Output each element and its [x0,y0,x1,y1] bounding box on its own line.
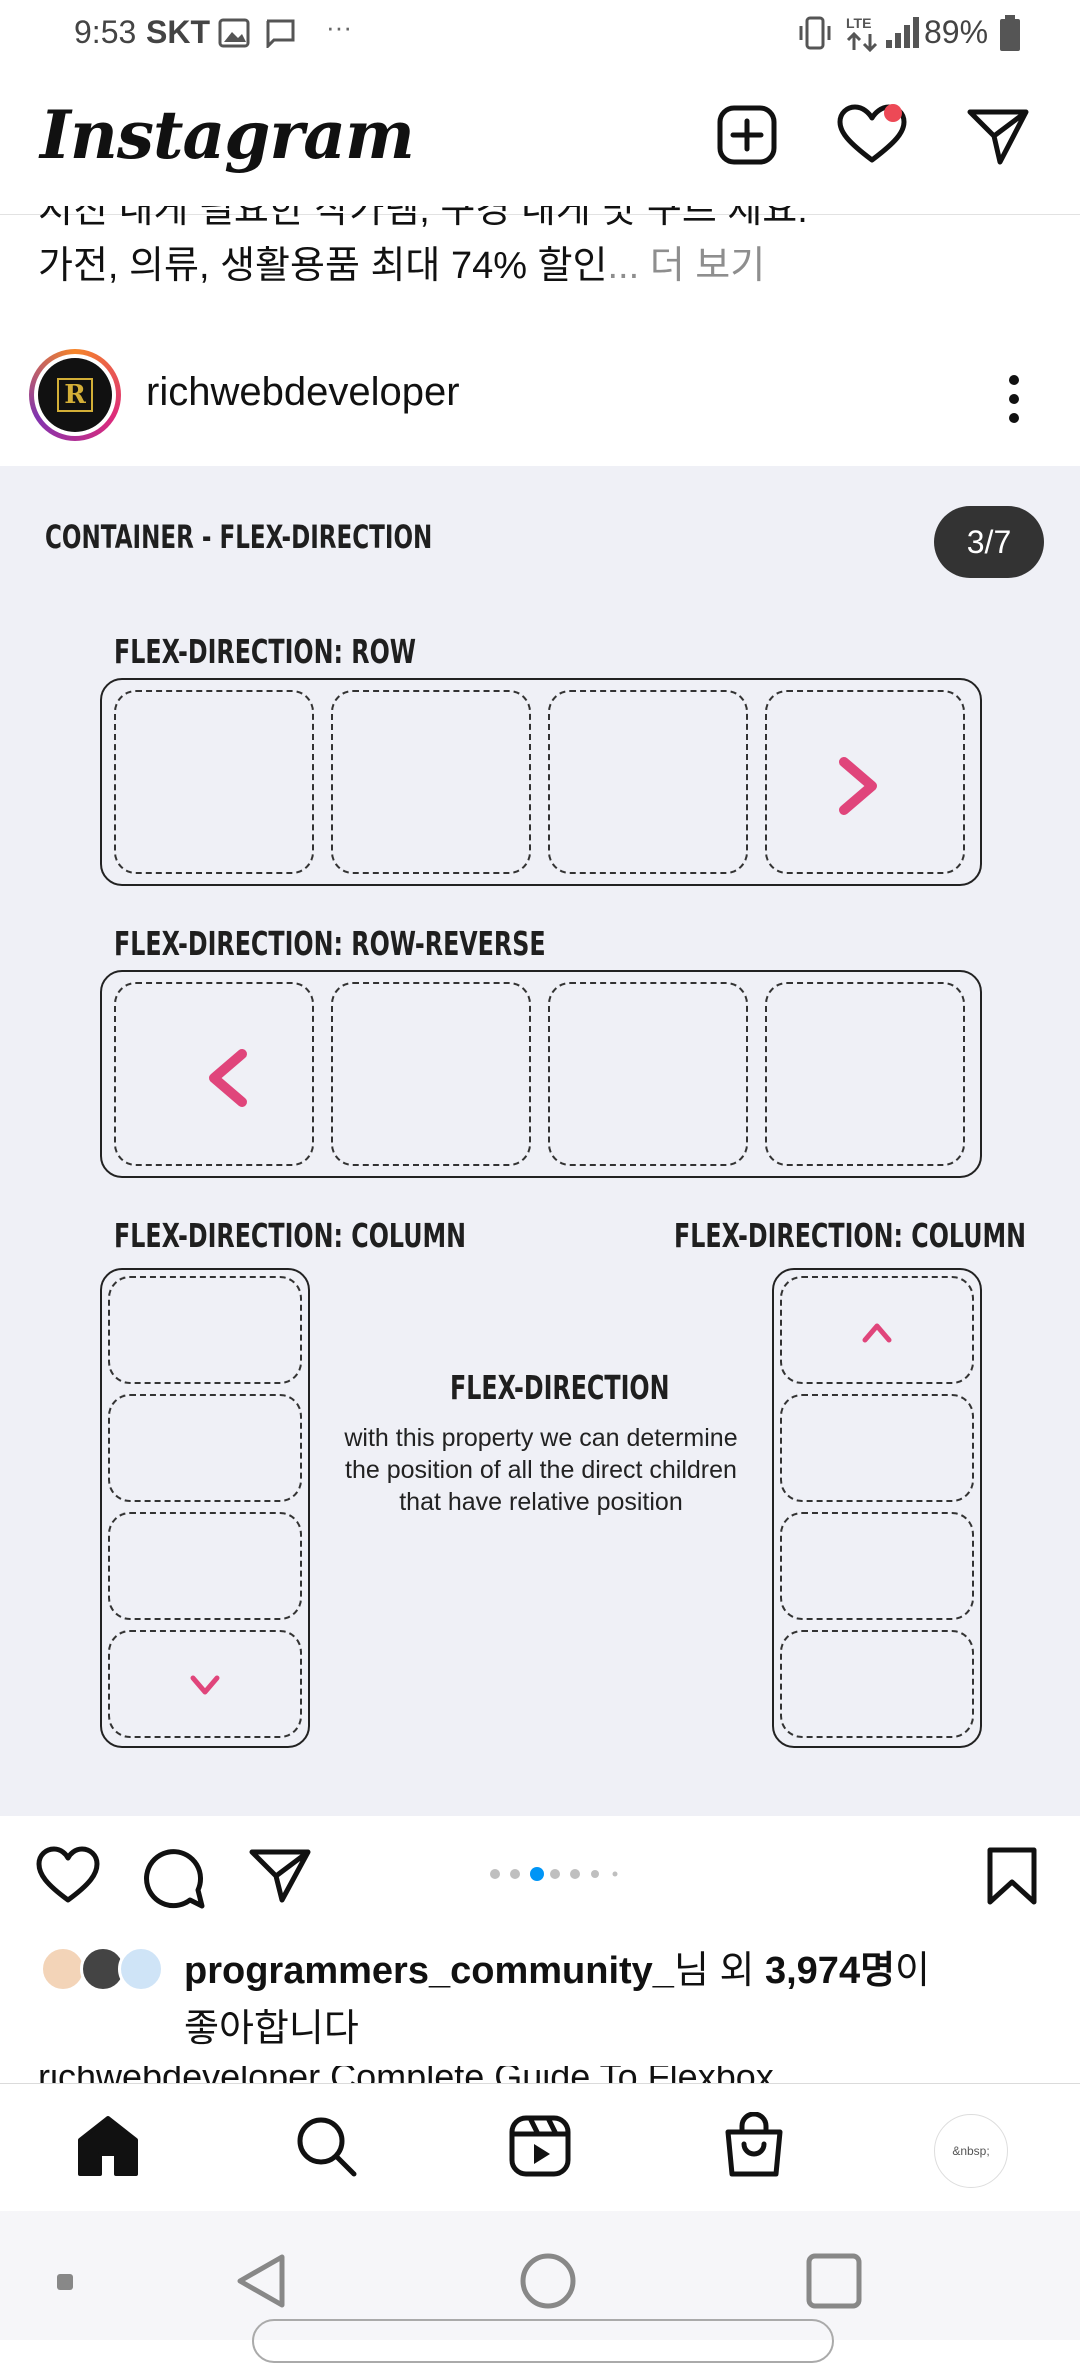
avatar[interactable]: R [29,349,121,441]
home-icon[interactable] [76,2114,140,2178]
post-image-slide[interactable]: CONTAINER - FLEX-DIRECTION 3/7 FLEX-DIRE… [0,466,1080,1816]
likes-suffix: 님 외 [673,1950,765,1992]
system-dot-icon [57,2274,73,2290]
battery-percent: 89% [924,14,989,50]
slide-counter: 3/7 [934,506,1044,578]
column-up-arrow-icon [862,1323,892,1695]
likes-count: 3,974명 [764,1950,896,1992]
status-carrier: SKT [146,14,210,50]
liker-avatar[interactable] [118,1946,164,1992]
row-reverse-label: FLEX-DIRECTION: ROW-REVERSE [114,924,546,963]
notification-dot [884,104,902,122]
more-options-icon[interactable] [1004,374,1024,424]
search-icon[interactable] [294,2114,358,2178]
previous-post-caption: 지친 내게 필요한 작가템, 구경 내게 맛 구르 제요. 가전, 의류, 생활… [38,206,1038,306]
carousel-dot [570,1869,580,1879]
post-caption: richwebdeveloper Complete Guide To Flexb… [38,2066,1038,2084]
caption-text: 가전, 의류, 생활용품 최대 74% 할인 [38,245,608,287]
center-description: with this property we can determine the … [344,1424,738,1516]
lte-icon: LTE [846,15,878,52]
column-label-right: FLEX-DIRECTION: COLUMN [674,1216,1027,1255]
post-header: R richwebdeveloper [0,330,1080,466]
status-time: 9:53 [74,14,137,50]
home-button-icon[interactable] [518,2251,578,2311]
battery-icon [1000,15,1020,51]
bottom-navigation: &nbsp; [0,2083,1080,2212]
center-title: FLEX-DIRECTION [450,1368,670,1407]
like-icon[interactable] [36,1846,100,1904]
instagram-logo[interactable]: Instagram [40,96,415,174]
reels-icon[interactable] [508,2114,572,2178]
liker-username[interactable]: programmers_community_ [184,1950,674,1992]
post-action-bar [0,1816,1080,1936]
activity-heart-icon[interactable] [836,104,908,166]
svg-text:LTE: LTE [846,15,871,31]
likes-suffix-2: 이 [895,1950,931,1992]
new-post-icon[interactable] [716,104,778,166]
likes-text[interactable]: programmers_community_님 외 3,974명이 좋아합니다 [184,1942,1044,2058]
row-reverse-arrow-icon [209,1049,875,1107]
avatar-logo: R [57,378,93,412]
carousel-dot [490,1869,500,1879]
app-header: Instagram [0,66,1080,215]
gesture-handle [252,2319,834,2363]
slide-title: CONTAINER - FLEX-DIRECTION [45,518,433,556]
recents-icon[interactable] [804,2251,864,2311]
carousel-dot [510,1869,520,1879]
comment-icon[interactable] [142,1846,206,1910]
carousel-dot [550,1869,560,1879]
row-label: FLEX-DIRECTION: ROW [114,632,416,671]
back-icon[interactable] [232,2251,288,2311]
vibrate-icon [799,16,831,50]
status-bar: 9:53 SKT ··· LTE 89% [0,0,1080,66]
more-notifications-icon: ··· [326,12,352,42]
post-username[interactable]: richwebdeveloper [146,370,460,414]
caption-line: 가전, 의류, 생활용품 최대 74% 할인... 더 보기 [38,234,765,289]
direct-message-icon[interactable] [966,106,1030,166]
column-down-arrow-icon [190,1321,220,1695]
share-icon[interactable] [248,1846,312,1904]
carousel-indicator [490,1866,630,1882]
post-caption-text: richwebdeveloper Complete Guide To Flexb… [38,2066,774,2084]
message-icon [266,19,295,48]
likes-section: programmers_community_님 외 3,974명이 좋아합니다 [0,1940,1080,2060]
system-navigation-bar [0,2211,1080,2363]
carousel-dot-active [530,1867,544,1881]
more-link[interactable]: ... 더 보기 [607,245,766,287]
save-bookmark-icon[interactable] [986,1846,1038,1906]
signal-icon [886,17,919,48]
row-arrow-icon [211,757,877,815]
carousel-dot [612,1871,618,1877]
column-label-left: FLEX-DIRECTION: COLUMN [114,1216,467,1255]
caption-cut-line: 지친 내게 필요한 작가템, 구경 내게 맛 구르 제요. [38,206,808,231]
gallery-icon [218,18,250,48]
profile-avatar[interactable]: &nbsp; [934,2114,1008,2188]
carousel-dot [591,1870,599,1878]
shop-icon[interactable] [722,2112,786,2178]
likes-line2: 좋아합니다 [184,2008,359,2050]
